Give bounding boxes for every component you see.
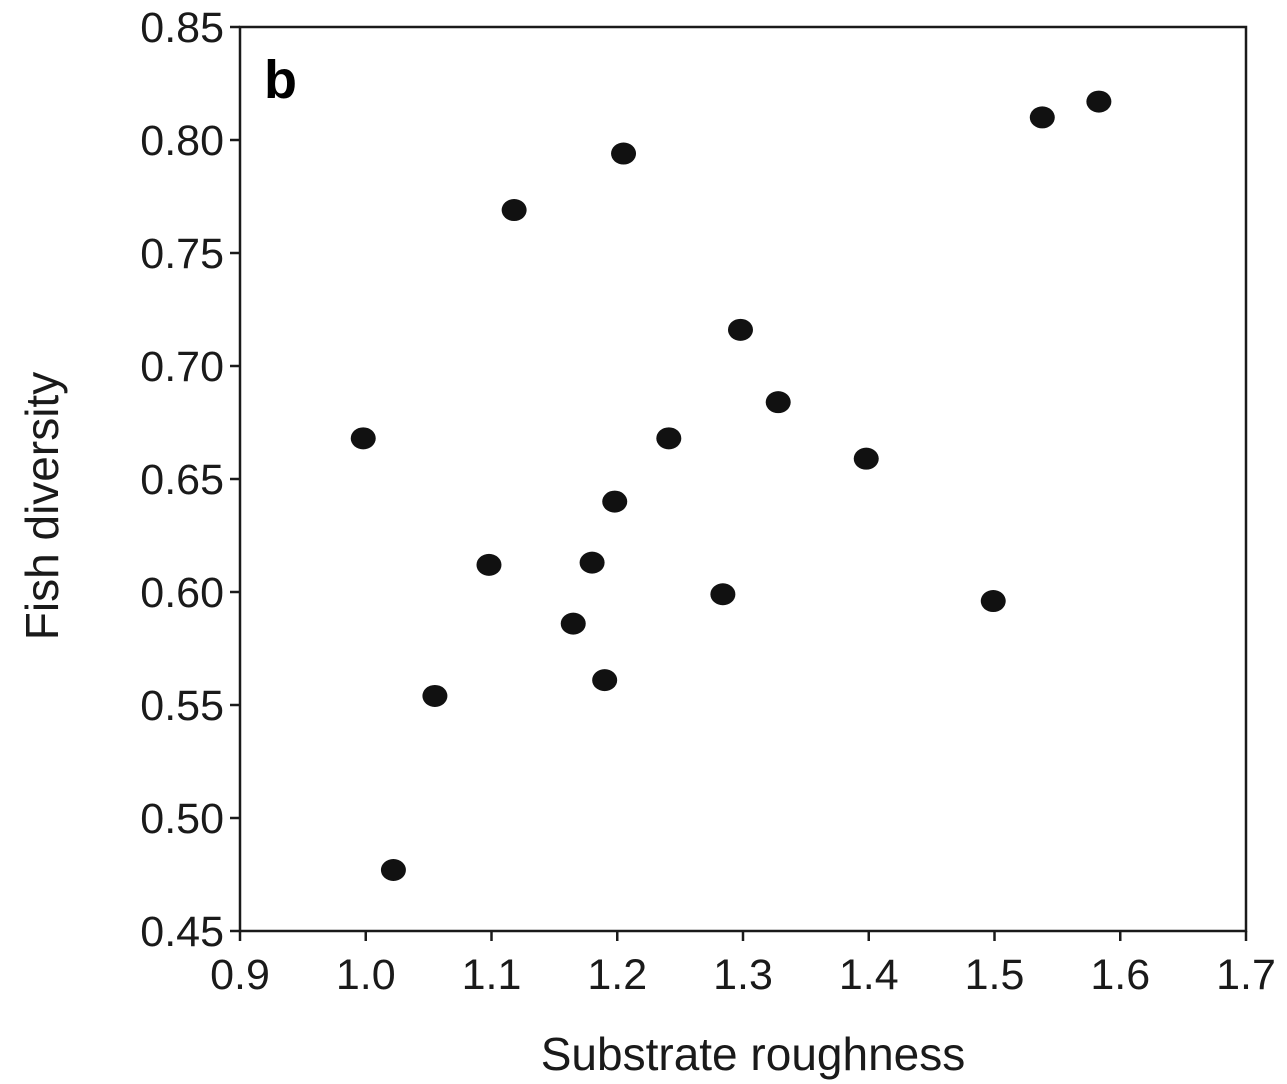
x-tick-label: 1.3 — [713, 951, 773, 999]
y-tick-label: 0.50 — [140, 795, 224, 843]
x-tick-label: 1.6 — [1090, 951, 1150, 999]
data-point — [579, 551, 605, 574]
y-tick-label: 0.60 — [140, 569, 224, 617]
x-tick-label: 1.7 — [1216, 951, 1276, 999]
y-tick-label: 0.70 — [140, 343, 224, 391]
data-point — [1029, 106, 1055, 129]
data-point — [560, 612, 586, 635]
panel-label: b — [264, 50, 297, 110]
x-tick-label: 1.5 — [965, 951, 1025, 999]
data-point — [765, 391, 791, 414]
data-point — [853, 447, 879, 470]
x-tick-label: 0.9 — [210, 951, 270, 999]
plot-frame — [238, 25, 1248, 933]
data-point — [727, 318, 753, 341]
data-point — [1086, 90, 1112, 113]
x-tick-label: 1.1 — [462, 951, 522, 999]
y-tick-label: 0.55 — [140, 682, 224, 730]
data-point — [710, 583, 736, 606]
data-point — [656, 427, 682, 450]
data-points — [350, 90, 1112, 881]
data-point — [501, 199, 527, 222]
y-tick-label: 0.80 — [140, 117, 224, 165]
x-tick-label: 1.2 — [587, 951, 647, 999]
data-point — [611, 142, 637, 165]
x-tick-label: 1.0 — [336, 951, 396, 999]
data-point — [592, 669, 618, 692]
data-point — [602, 490, 628, 513]
y-axis-title: Fish diversity — [16, 372, 68, 640]
data-point — [476, 553, 502, 576]
y-tick-label: 0.45 — [140, 908, 224, 956]
x-tick-label: 1.4 — [839, 951, 899, 999]
data-point — [350, 427, 376, 450]
data-point — [380, 858, 406, 881]
y-axis: 0.45 0.50 0.55 0.60 0.65 0.70 0.75 0.80 0.85 — [140, 4, 240, 956]
y-tick-label: 0.75 — [140, 230, 224, 278]
y-tick-label: 0.85 — [140, 4, 224, 52]
x-axis-title: Substrate roughness — [541, 1028, 966, 1080]
data-point — [422, 684, 448, 707]
y-tick-label: 0.65 — [140, 456, 224, 504]
data-point — [980, 590, 1006, 613]
x-axis: 0.9 1.0 1.1 1.2 1.3 1.4 1.5 1.6 1.7 — [210, 931, 1276, 999]
